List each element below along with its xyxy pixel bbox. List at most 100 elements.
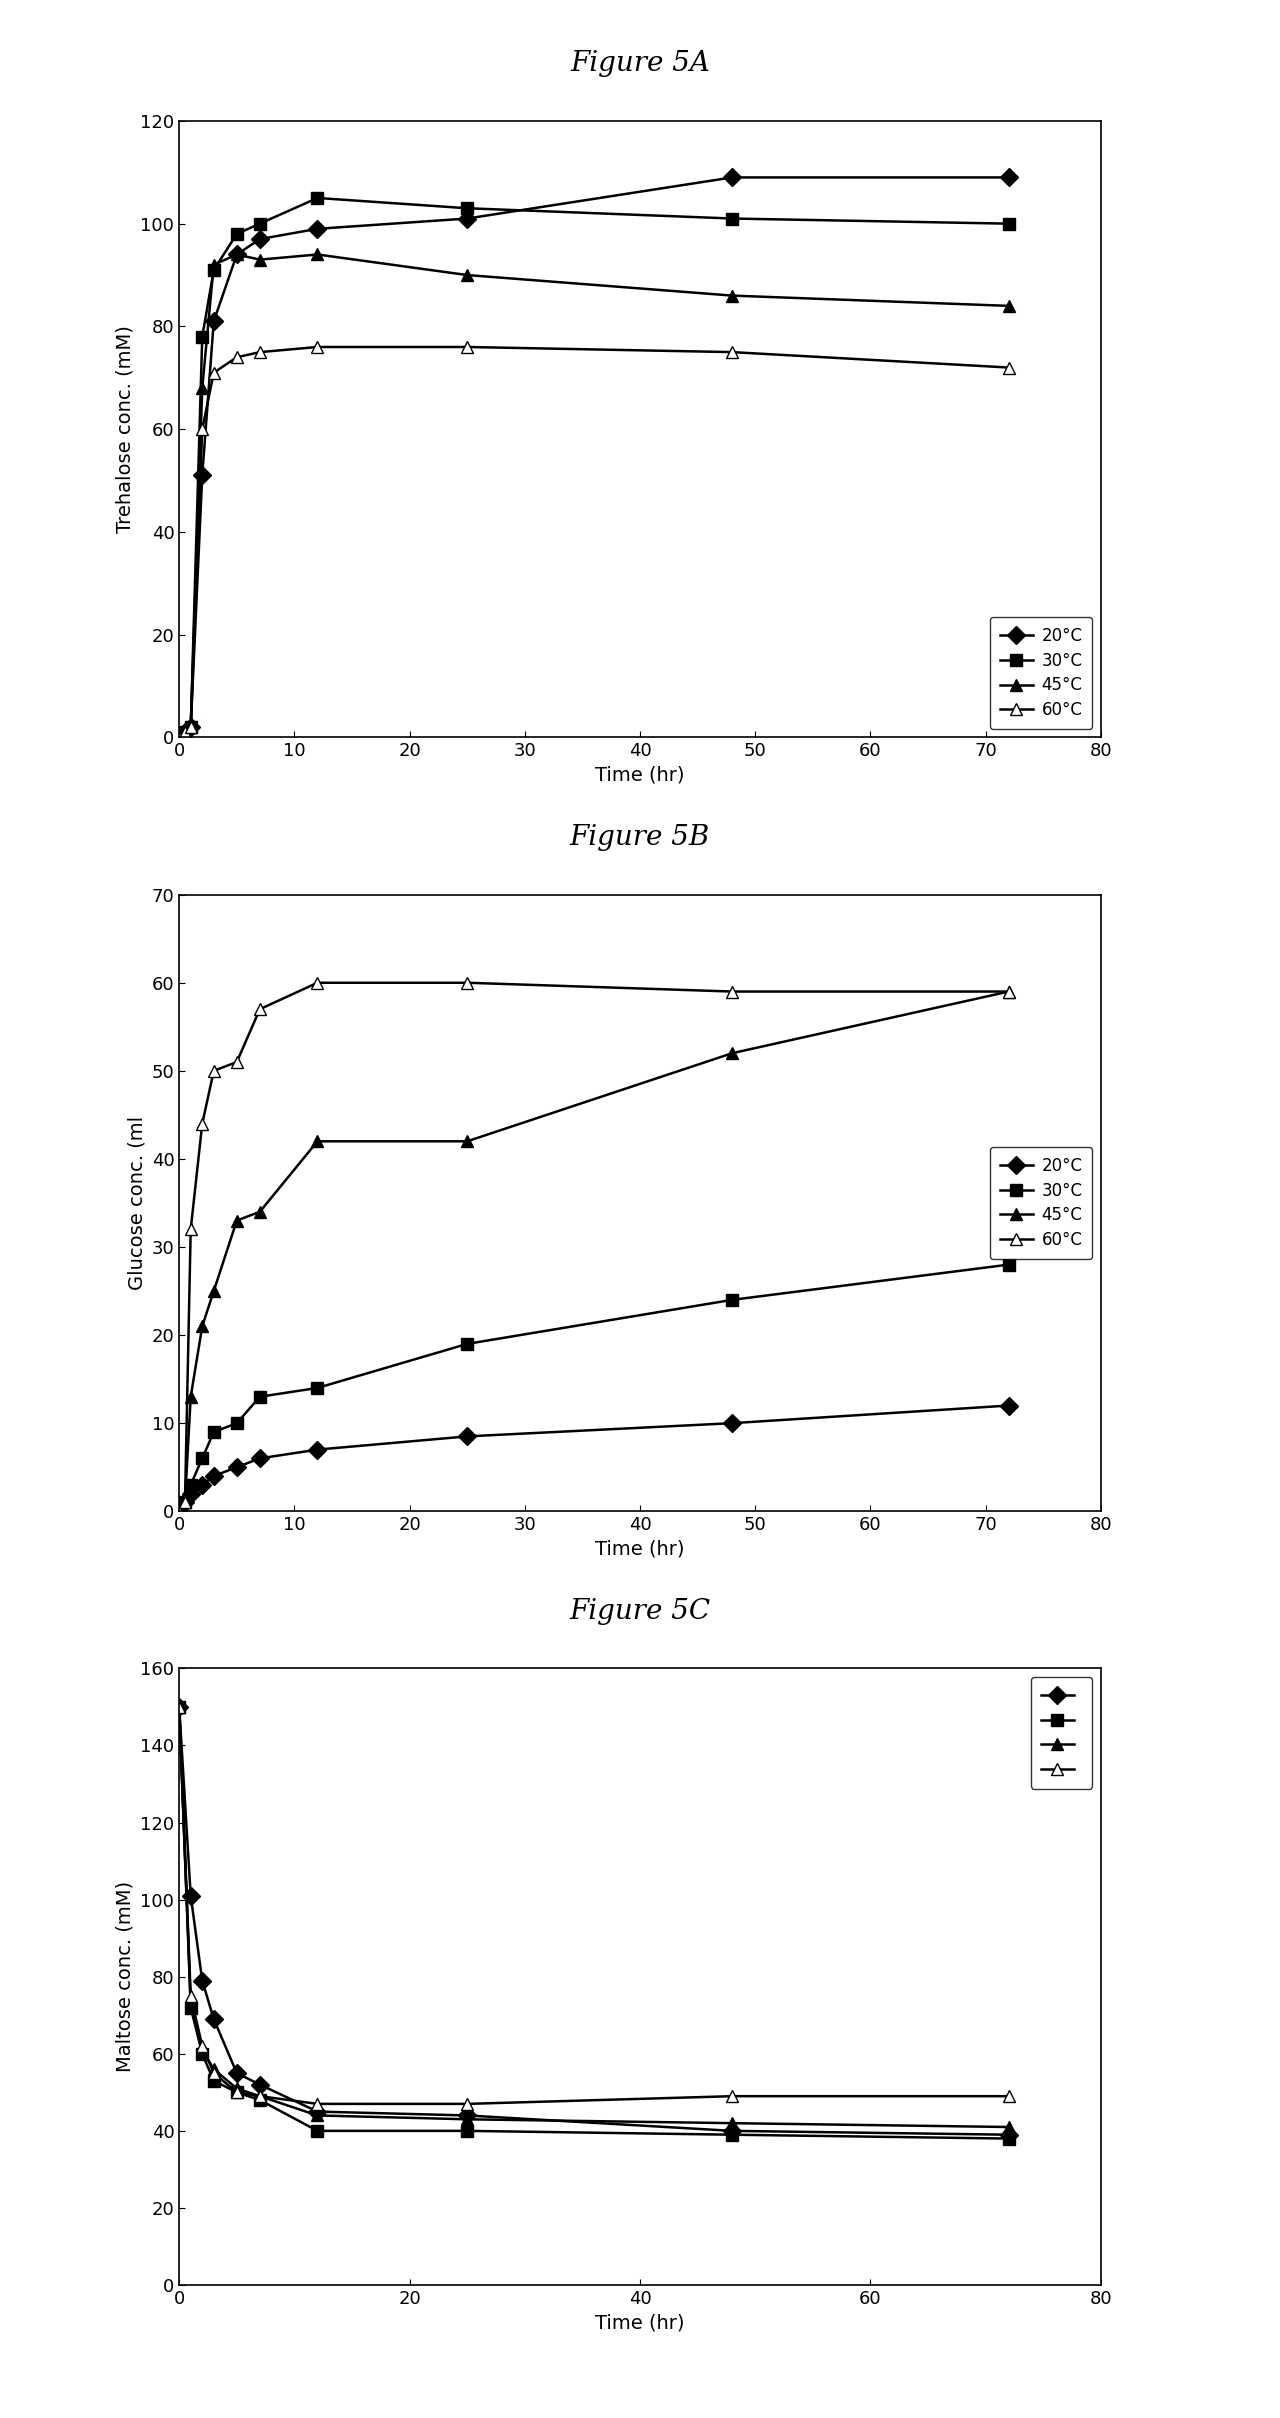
45°C [460, 2104, 475, 2133]
45°C [172, 1497, 187, 1526]
Text: Figure 5A: Figure 5A [570, 51, 710, 77]
60°C [206, 2058, 221, 2087]
45°C [183, 713, 198, 742]
60°C [183, 713, 198, 742]
Line: 20°C: 20°C [173, 1700, 1015, 2140]
Line: 20°C: 20°C [173, 172, 1015, 745]
30°C [310, 2116, 325, 2145]
60°C [460, 967, 475, 996]
60°C [177, 718, 193, 747]
45°C [229, 2075, 244, 2104]
45°C [206, 2055, 221, 2084]
60°C [252, 2082, 268, 2111]
45°C [177, 718, 193, 747]
Legend: 20°C, 30°C, 45°C, 60°C: 20°C, 30°C, 45°C, 60°C [989, 617, 1092, 730]
20°C [310, 1434, 325, 1463]
60°C [172, 1497, 187, 1526]
60°C [183, 1980, 198, 2009]
45°C [460, 1127, 475, 1156]
45°C [172, 723, 187, 752]
30°C [206, 1417, 221, 1446]
20°C [206, 2005, 221, 2034]
60°C [460, 2089, 475, 2118]
45°C [183, 1990, 198, 2019]
45°C [724, 2108, 740, 2138]
45°C [206, 251, 221, 280]
20°C [229, 1453, 244, 1482]
30°C [252, 2084, 268, 2113]
Y-axis label: Trehalose conc. (mM): Trehalose conc. (mM) [115, 326, 134, 532]
60°C [460, 334, 475, 363]
Line: 45°C: 45°C [173, 984, 1015, 1519]
30°C [1001, 210, 1016, 239]
20°C [206, 307, 221, 336]
X-axis label: Time (hr): Time (hr) [595, 2314, 685, 2333]
30°C [229, 1410, 244, 1439]
45°C [172, 1693, 187, 1722]
30°C [229, 220, 244, 249]
20°C [724, 2116, 740, 2145]
Line: 60°C: 60°C [173, 1700, 1015, 2111]
60°C [1001, 2082, 1016, 2111]
Line: 30°C: 30°C [173, 191, 1015, 745]
30°C [206, 2067, 221, 2096]
Line: 60°C: 60°C [173, 341, 1015, 745]
45°C [252, 1197, 268, 1226]
60°C [1001, 353, 1016, 382]
60°C [252, 994, 268, 1023]
30°C [195, 2038, 210, 2067]
30°C [724, 203, 740, 232]
20°C [183, 713, 198, 742]
60°C [724, 339, 740, 368]
20°C [172, 1693, 187, 1722]
60°C [229, 1047, 244, 1076]
20°C [460, 203, 475, 232]
60°C [195, 416, 210, 445]
Legend: 20°C, 30°C, 45°C, 60°C: 20°C, 30°C, 45°C, 60°C [989, 1146, 1092, 1260]
30°C [460, 193, 475, 222]
20°C [724, 1410, 740, 1439]
30°C [460, 2116, 475, 2145]
30°C [229, 2077, 244, 2106]
60°C [724, 977, 740, 1006]
30°C [724, 2121, 740, 2150]
20°C [183, 1480, 198, 1509]
45°C [195, 1311, 210, 1340]
45°C [252, 244, 268, 273]
45°C [724, 280, 740, 310]
60°C [310, 967, 325, 996]
45°C [1001, 290, 1016, 319]
60°C [724, 2082, 740, 2111]
30°C [183, 713, 198, 742]
60°C [195, 1110, 210, 1139]
Y-axis label: Glucose conc. (ml: Glucose conc. (ml [127, 1115, 146, 1291]
30°C [310, 1373, 325, 1402]
45°C [195, 2036, 210, 2065]
60°C [183, 1214, 198, 1243]
60°C [310, 2089, 325, 2118]
Text: Figure 5C: Figure 5C [570, 1598, 710, 1625]
30°C [172, 723, 187, 752]
20°C [195, 462, 210, 491]
30°C [183, 1470, 198, 1499]
30°C [172, 1497, 187, 1526]
60°C [1001, 977, 1016, 1006]
20°C [183, 1881, 198, 1910]
60°C [229, 343, 244, 372]
60°C [252, 339, 268, 368]
20°C [252, 1444, 268, 1473]
45°C [1001, 977, 1016, 1006]
20°C [310, 2096, 325, 2125]
60°C [172, 1693, 187, 1722]
X-axis label: Time (hr): Time (hr) [595, 767, 685, 786]
60°C [206, 1057, 221, 1086]
30°C [1001, 2123, 1016, 2152]
20°C [229, 239, 244, 268]
Line: 45°C: 45°C [173, 249, 1015, 745]
45°C [310, 1127, 325, 1156]
20°C [206, 1460, 221, 1489]
20°C [460, 2101, 475, 2130]
30°C [252, 1383, 268, 1412]
Text: Figure 5B: Figure 5B [570, 825, 710, 851]
45°C [183, 1383, 198, 1412]
